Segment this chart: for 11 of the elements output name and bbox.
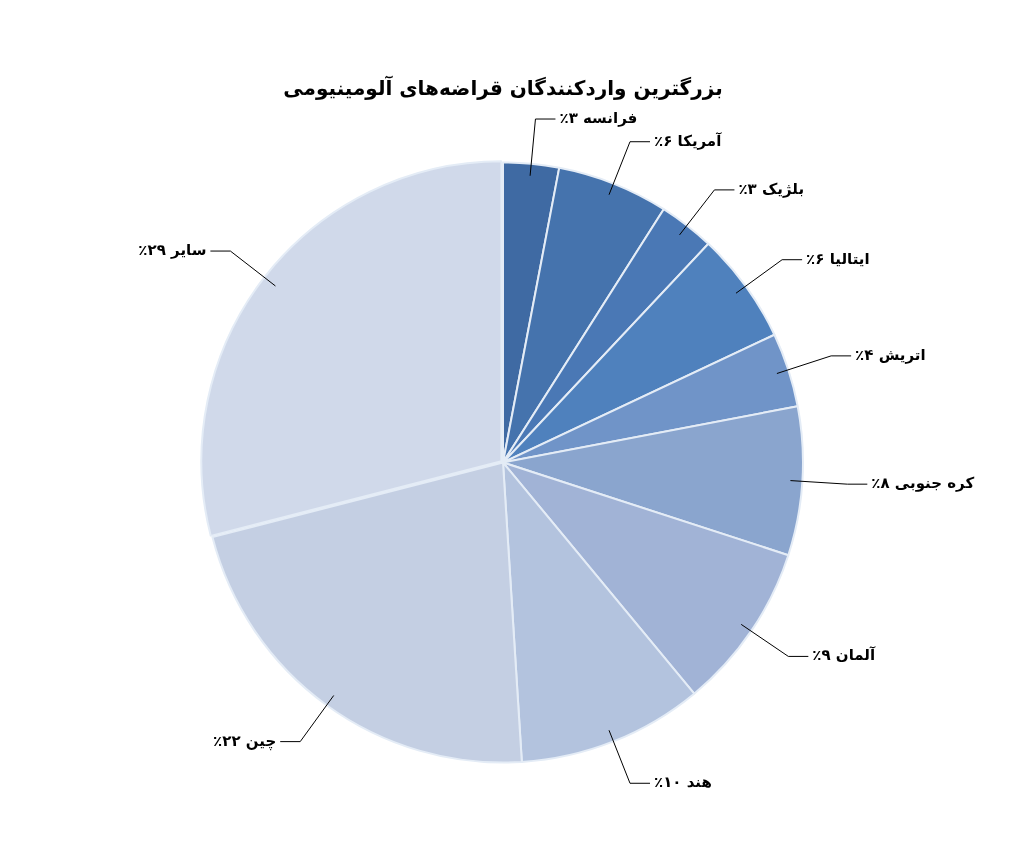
slice-label: آلمان ۹٪ (812, 646, 876, 665)
slice-label: فرانسه ۳٪ (559, 108, 638, 127)
slice-label: هند ۱۰٪ (654, 773, 712, 792)
slice-label: اتریش ۴٪ (855, 345, 926, 364)
chart-title: بزرگترین واردکنندگان قراضه‌های آلومینیومی (283, 75, 723, 101)
slice-label: چین ۲۲٪ (213, 731, 277, 751)
slice-label: کره جنوبی ۸٪ (871, 474, 975, 493)
slice-label: بلژیک ۳٪ (738, 179, 805, 198)
slice-label: ایتالیا ۶٪ (806, 249, 870, 268)
slice-label: سایر ۲۹٪ (138, 240, 207, 259)
slice-label: آمریکا ۶٪ (653, 131, 723, 150)
